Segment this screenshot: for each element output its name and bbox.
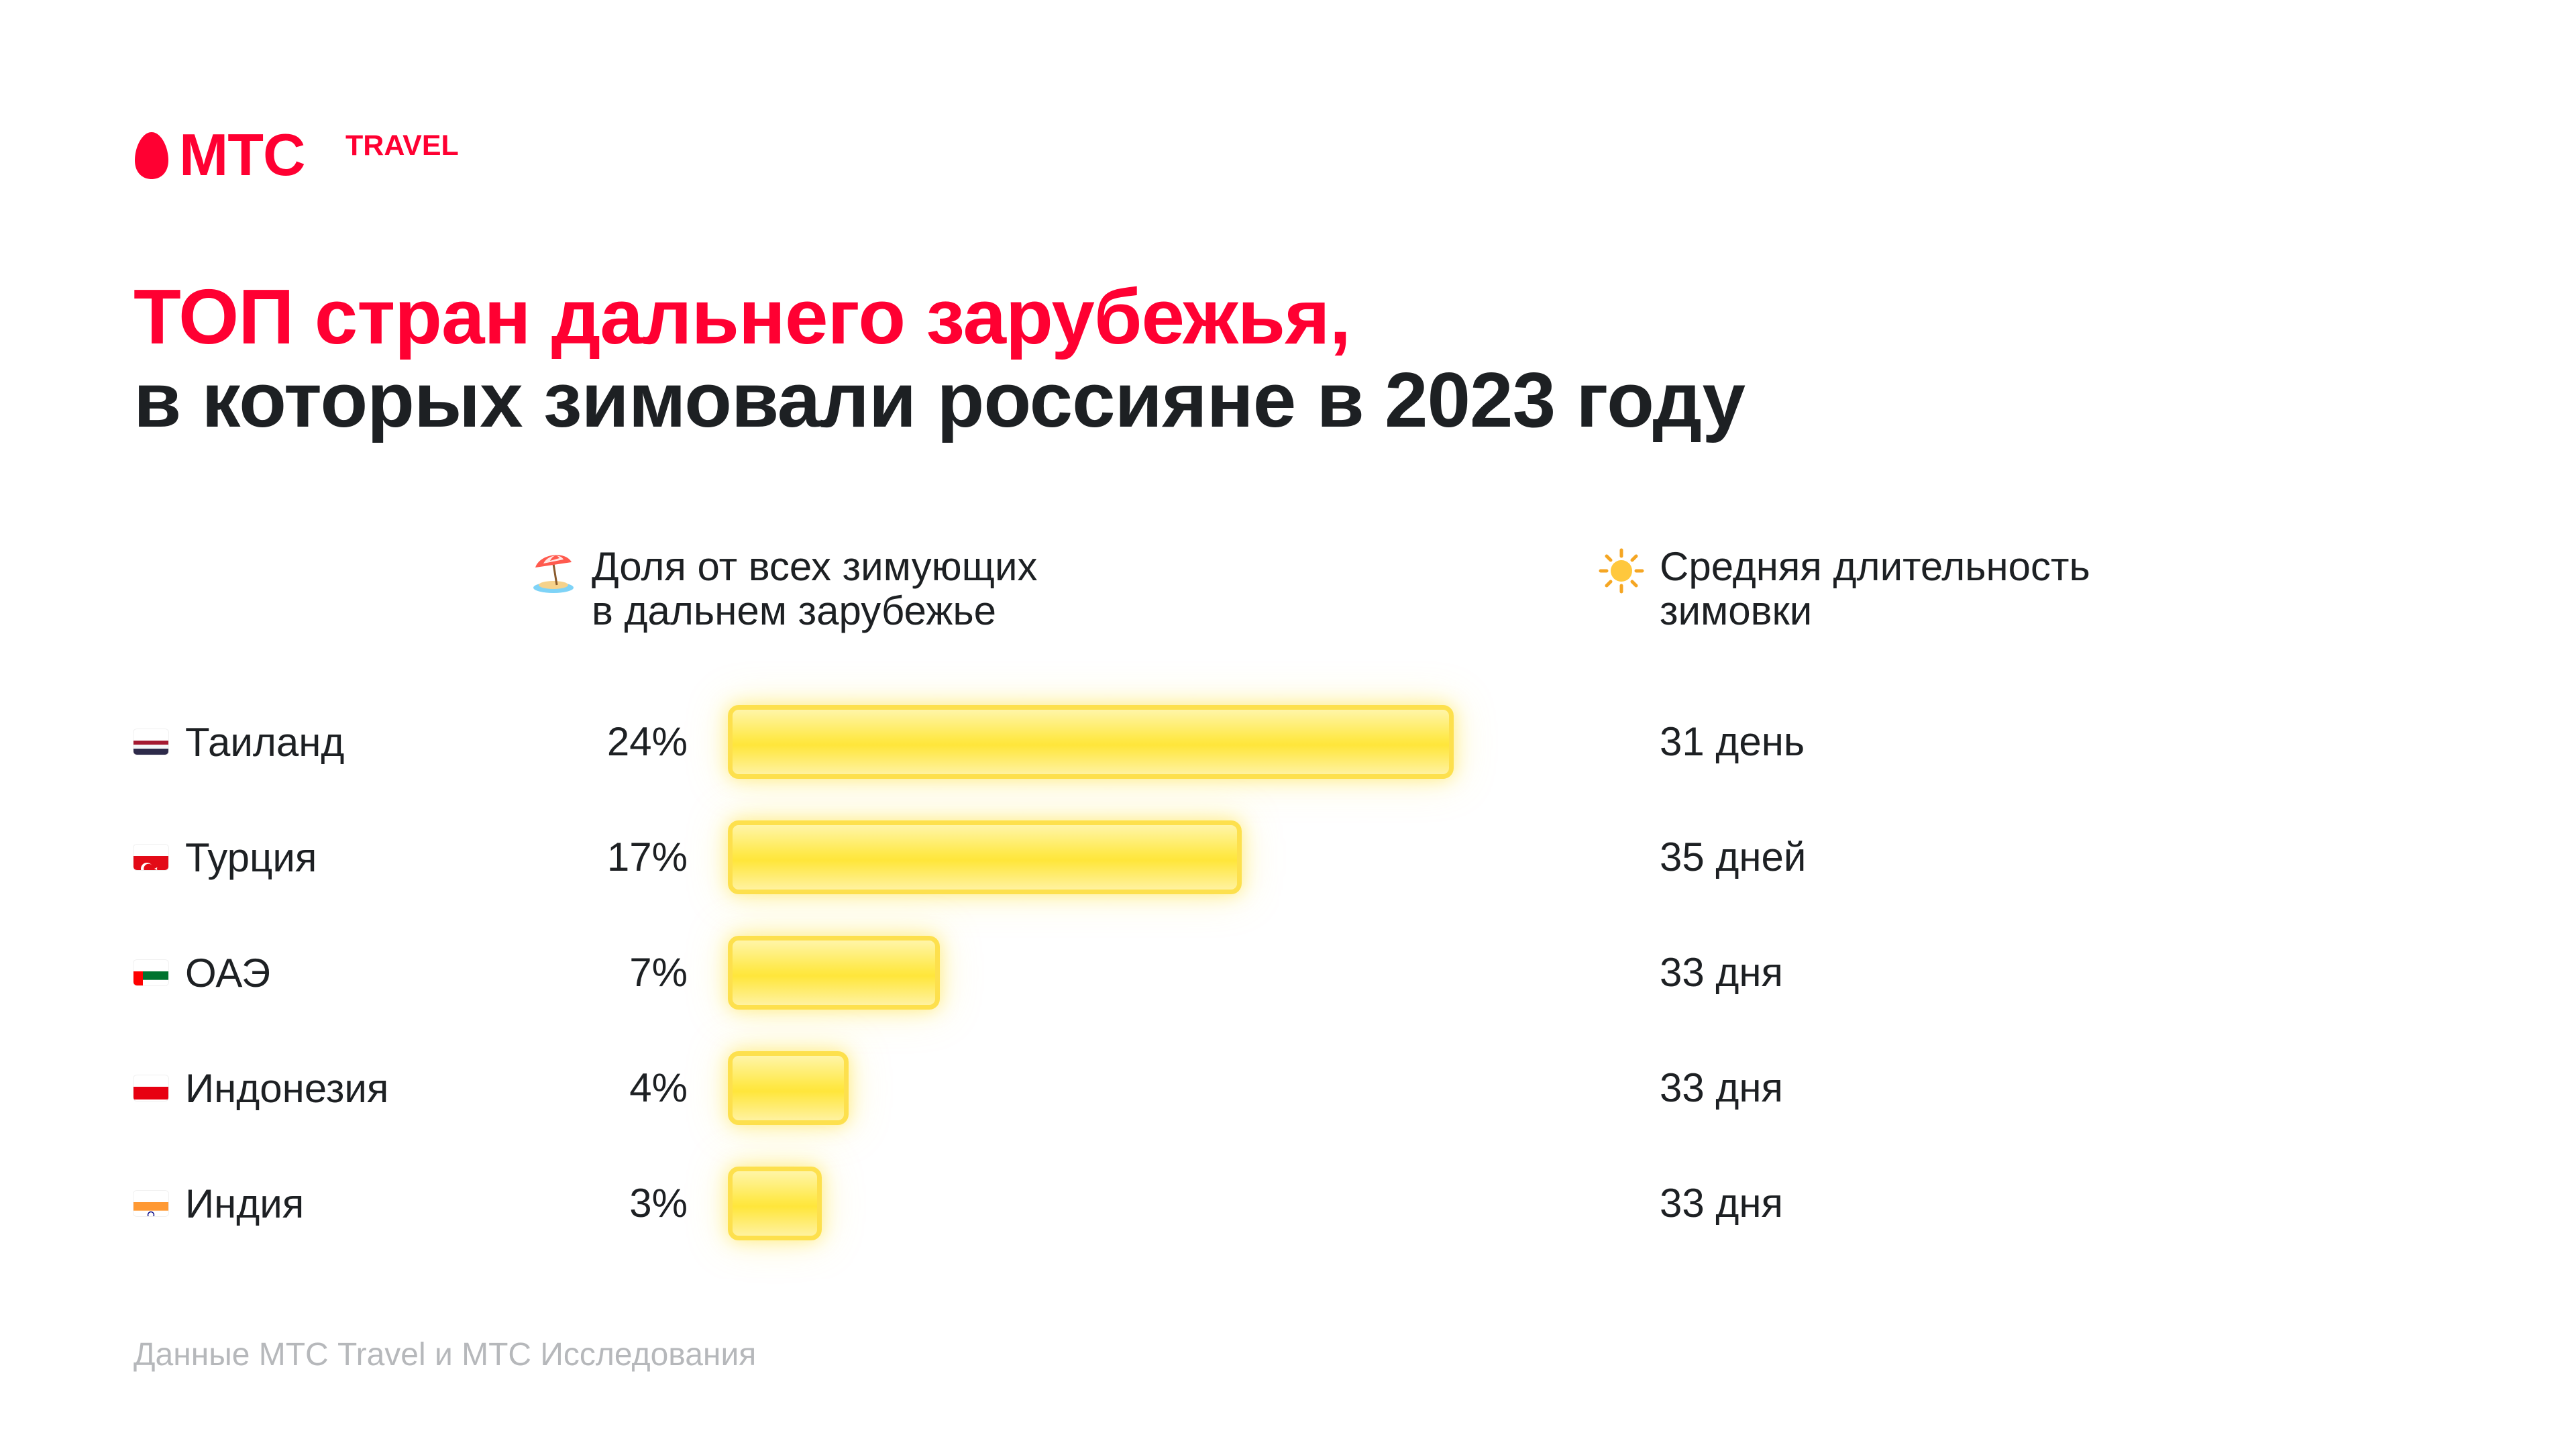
share-bar [728, 820, 1242, 894]
share-value-label: 3% [629, 1181, 688, 1226]
flag-thailand-icon [133, 729, 168, 755]
mts-egg-icon [135, 132, 168, 179]
flag-india-icon [133, 1191, 168, 1216]
share-value-label: 7% [629, 950, 688, 995]
title-line-1: ТОП стран дальнего зарубежья, [133, 273, 1351, 360]
page-title: ТОП стран дальнего зарубежья, в которых … [133, 275, 2414, 441]
flag-uae-icon [133, 960, 168, 985]
country-label: Индия [133, 1177, 304, 1230]
duration-header-text: Средняя длительность зимовки [1660, 545, 2090, 633]
country-name: Индия [185, 1181, 305, 1226]
mts-travel-logo: МТС TRAVEL [133, 121, 509, 188]
country-name: Индонезия [185, 1065, 389, 1111]
country-name: Таиланд [185, 719, 345, 765]
beach-umbrella-icon [533, 555, 574, 593]
country-label: Индонезия [133, 1061, 388, 1115]
duration-value-label: 33 дня [1660, 950, 1784, 995]
country-label: Таиланд [133, 715, 344, 769]
duration-value-label: 33 дня [1660, 1065, 1784, 1110]
share-bar [728, 936, 940, 1010]
share-value-label: 17% [606, 835, 688, 879]
country-name: Турция [185, 835, 317, 880]
flag-indonesia-icon [133, 1075, 168, 1101]
share-bar [728, 1051, 849, 1125]
share-header-line-2: в дальнем зарубежье [592, 588, 997, 633]
share-value-label: 4% [629, 1065, 688, 1110]
title-line-2: в которых зимовали россияне в 2023 году [133, 356, 1746, 443]
duration-value-label: 35 дней [1660, 835, 1807, 879]
country-label: ОАЭ [133, 946, 270, 1000]
logo-suffix: TRAVEL [345, 129, 459, 162]
flag-turkey-icon [133, 845, 168, 870]
duration-header-line-1: Средняя длительность [1660, 544, 2090, 589]
country-label: Турция [133, 830, 317, 884]
share-bar [728, 1167, 822, 1240]
duration-header-line-2: зимовки [1660, 588, 1813, 633]
duration-value-label: 31 день [1660, 719, 1805, 764]
share-header-text: Доля от всех зимующих в дальнем зарубежь… [592, 545, 1037, 633]
share-value-label: 24% [606, 719, 688, 764]
share-bar [728, 705, 1454, 779]
share-header-line-1: Доля от всех зимующих [592, 544, 1038, 589]
sun-icon [1599, 548, 1644, 594]
source-note: Данные МТС Travel и МТС Исследования [133, 1337, 757, 1373]
country-name: ОАЭ [185, 950, 271, 996]
logo-wordmark: МТС [179, 121, 306, 188]
duration-value-label: 33 дня [1660, 1181, 1784, 1226]
